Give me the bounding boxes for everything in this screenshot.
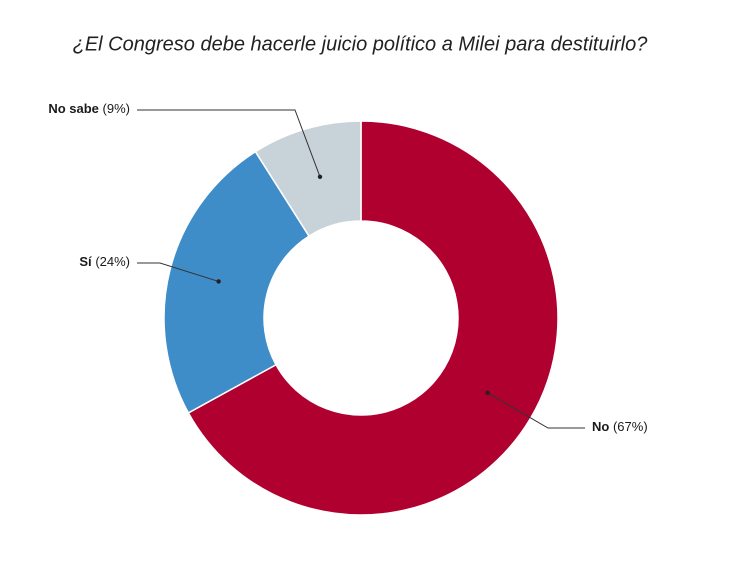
leader-line: [487, 392, 585, 429]
slice-name: Sí: [79, 254, 92, 269]
slice-value-label: (67%): [613, 419, 648, 434]
slice-label: No sabe (9%): [48, 101, 130, 116]
slice-label: No (67%): [592, 419, 648, 434]
slice-name: No: [592, 419, 609, 434]
slice-label: Sí (24%): [79, 254, 130, 269]
leader-dot: [317, 174, 323, 180]
slice-name: No sabe: [48, 101, 99, 116]
slice-value-label: (9%): [103, 101, 130, 116]
donut-slice: [254, 120, 362, 238]
chart-title: ¿El Congreso debe hacerle juicio polític…: [73, 33, 649, 55]
leader-dot: [485, 390, 490, 396]
donut-slice: [187, 120, 559, 516]
leader-dot: [216, 279, 221, 284]
leader-line: [137, 262, 219, 282]
slice-value-label: (24%): [95, 254, 130, 269]
donut-slice: [163, 150, 311, 414]
leader-line: [137, 109, 321, 178]
